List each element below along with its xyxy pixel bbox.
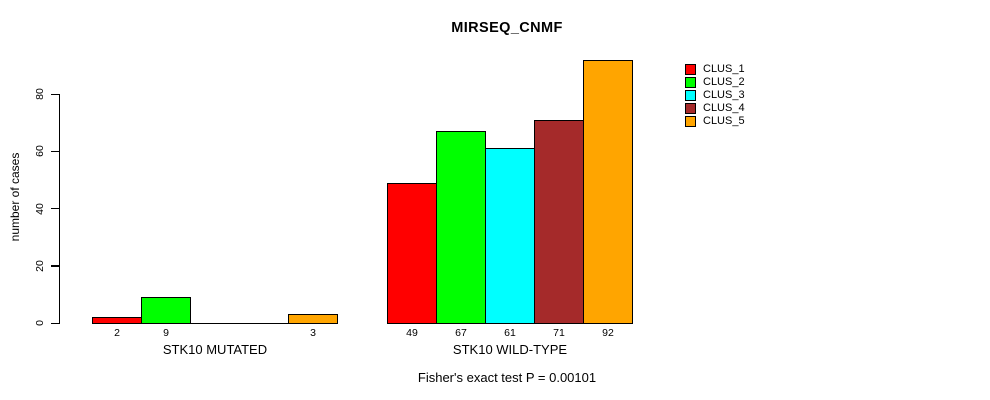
legend-swatch-icon: [685, 102, 696, 114]
bar-clus_2: [436, 131, 486, 324]
bar-clus_4-zero: [239, 322, 289, 324]
annotation-text: Fisher's exact test P = 0.00101: [417, 370, 597, 385]
bar-value-label: 61: [504, 326, 516, 339]
bar-clus_2: [141, 297, 191, 324]
y-axis-tick: [50, 150, 59, 153]
bar-clus_4: [534, 119, 584, 324]
bar-clus_3: [485, 148, 535, 324]
y-axis-tick: [50, 208, 59, 210]
y-axis-tick-label: 40: [34, 202, 46, 215]
legend-item-clus_2: CLUS_2: [685, 76, 745, 89]
bar-clus_1: [387, 182, 437, 324]
bar-value-label: 2: [114, 326, 120, 339]
legend-swatch-icon: [685, 76, 696, 88]
bar-clus_5: [583, 59, 633, 324]
legend-label: CLUS_4: [703, 102, 745, 115]
bar-value-label: 3: [310, 326, 316, 339]
y-axis-tick-label: 0: [34, 320, 46, 326]
legend-swatch-icon: [685, 89, 696, 101]
legend-label: CLUS_2: [703, 76, 745, 89]
y-axis-tick: [50, 265, 59, 267]
bar-clus_1: [92, 317, 142, 324]
legend-swatch-icon: [685, 115, 696, 127]
bar-value-label: 92: [602, 326, 614, 339]
bar-clus_3-zero: [190, 322, 240, 324]
y-axis-tick-label: 60: [34, 145, 46, 158]
y-axis-line: [58, 94, 60, 324]
group-label: STK10 WILD-TYPE: [452, 342, 568, 357]
y-axis-tick-label: 80: [34, 88, 46, 100]
legend-label: CLUS_5: [703, 115, 745, 127]
bar-value-label: 49: [406, 326, 418, 339]
legend: CLUS_1 CLUS_2 CLUS_3 CLUS_4 CLUS_5: [685, 63, 745, 127]
y-axis-tick-label: 20: [34, 259, 46, 272]
bar-clus_5: [288, 314, 338, 324]
legend-swatch-icon: [685, 63, 696, 75]
y-axis-tick: [50, 322, 59, 324]
bar-value-label: 9: [163, 326, 169, 339]
bar-value-label: 71: [553, 326, 565, 339]
legend-item-clus_3: CLUS_3: [685, 89, 745, 102]
chart-title: MIRSEQ_CNMF: [451, 20, 563, 36]
legend-item-clus_1: CLUS_1: [685, 63, 745, 76]
y-axis-label: number of cases: [8, 152, 22, 242]
legend-item-clus_5: CLUS_5: [685, 115, 745, 128]
bar-value-label: 67: [455, 326, 467, 339]
legend-label: CLUS_1: [703, 63, 745, 76]
legend-label: CLUS_3: [703, 89, 745, 102]
group-label: STK10 MUTATED: [162, 342, 268, 357]
y-axis-tick: [50, 93, 59, 95]
legend-item-clus_4: CLUS_4: [685, 102, 745, 115]
